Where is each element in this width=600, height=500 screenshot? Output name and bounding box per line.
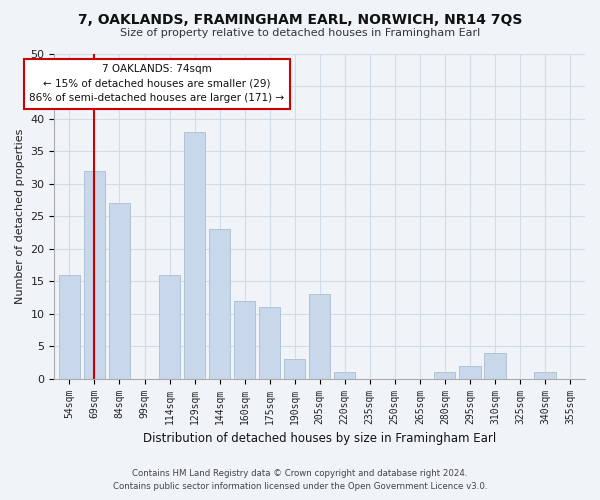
Text: 7 OAKLANDS: 74sqm
← 15% of detached houses are smaller (29)
86% of semi-detached: 7 OAKLANDS: 74sqm ← 15% of detached hous… — [29, 64, 284, 104]
X-axis label: Distribution of detached houses by size in Framingham Earl: Distribution of detached houses by size … — [143, 432, 496, 445]
Bar — [209, 230, 230, 378]
Bar — [159, 275, 180, 378]
Text: 7, OAKLANDS, FRAMINGHAM EARL, NORWICH, NR14 7QS: 7, OAKLANDS, FRAMINGHAM EARL, NORWICH, N… — [78, 12, 522, 26]
Bar — [309, 294, 331, 378]
Y-axis label: Number of detached properties: Number of detached properties — [15, 128, 25, 304]
Bar — [459, 366, 481, 378]
Text: Contains HM Land Registry data © Crown copyright and database right 2024.
Contai: Contains HM Land Registry data © Crown c… — [113, 469, 487, 491]
Text: Size of property relative to detached houses in Framingham Earl: Size of property relative to detached ho… — [120, 28, 480, 38]
Bar — [184, 132, 205, 378]
Bar — [109, 204, 130, 378]
Bar — [334, 372, 355, 378]
Bar — [59, 275, 80, 378]
Bar — [484, 352, 506, 378]
Bar — [259, 308, 280, 378]
Bar — [535, 372, 556, 378]
Bar — [234, 301, 255, 378]
Bar — [434, 372, 455, 378]
Bar — [284, 359, 305, 378]
Bar — [84, 171, 105, 378]
